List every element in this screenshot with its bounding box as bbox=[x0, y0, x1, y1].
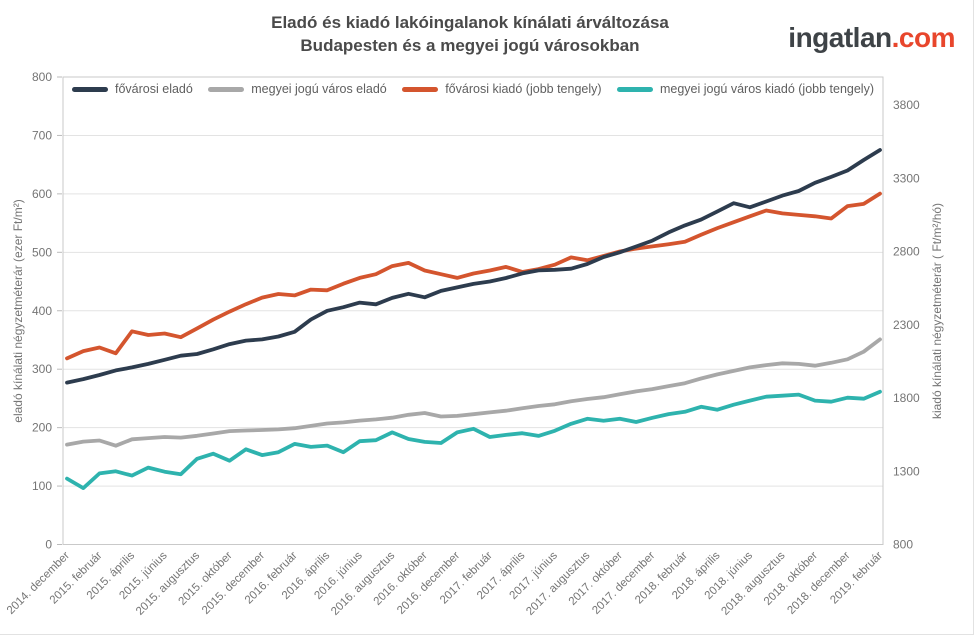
right-axis-tick-label: 1800 bbox=[893, 391, 920, 405]
legend-swatch-icon bbox=[616, 86, 653, 92]
right-axis-tick-label: 3800 bbox=[893, 98, 920, 112]
left-axis-tick-label: 600 bbox=[32, 187, 52, 201]
series-line-megyei-jogu-varos-kiado bbox=[65, 389, 882, 491]
left-axis-tick-label: 700 bbox=[32, 128, 52, 142]
legend-item-fovarosi-elado[interactable]: fővárosi eladó bbox=[72, 82, 193, 96]
legend-item-megyei-jogu-varos-elado[interactable]: megyei jogú város eladó bbox=[208, 82, 387, 96]
legend: fővárosi eladó megyei jogú város eladó f… bbox=[72, 80, 874, 98]
left-axis-title: eladó kínálati négyzetméterár (ezer Ft/m… bbox=[11, 199, 25, 422]
series-line-megyei-jogu-varos-elado bbox=[65, 337, 882, 448]
title-line-2: Budapesten és a megyei jogú városokban bbox=[300, 36, 640, 55]
left-axis-tick-label: 500 bbox=[32, 245, 52, 259]
legend-label: megyei jogú város kiadó (jobb tengely) bbox=[659, 82, 874, 96]
ingatlan-logo[interactable]: ingatlan.com bbox=[788, 22, 955, 54]
legend-label: megyei jogú város eladó bbox=[251, 82, 387, 96]
legend-label: fővárosi eladó bbox=[115, 82, 193, 96]
left-axis-tick-label: 400 bbox=[32, 304, 52, 318]
left-axis-tick-label: 200 bbox=[32, 421, 52, 435]
legend-item-fovarosi-kiado[interactable]: fővárosi kiadó (jobb tengely) bbox=[402, 82, 602, 96]
title-line-1: Eladó és kiadó lakóingalanok kínálati ár… bbox=[271, 13, 669, 32]
right-axis-tick-label: 2800 bbox=[893, 245, 920, 259]
right-axis-tick-label: 2300 bbox=[893, 318, 920, 332]
right-axis-tick-label: 3300 bbox=[893, 171, 920, 185]
right-axis-tick-label: 800 bbox=[893, 538, 913, 552]
legend-swatch-icon bbox=[72, 86, 108, 92]
left-axis-tick-label: 0 bbox=[45, 538, 52, 552]
logo-tld: .com bbox=[891, 22, 956, 53]
left-axis-tick-label: 100 bbox=[32, 479, 52, 493]
legend-item-megyei-jogu-varos-kiado[interactable]: megyei jogú város kiadó (jobb tengely) bbox=[616, 82, 874, 96]
legend-swatch-icon bbox=[402, 86, 439, 92]
legend-swatch-icon bbox=[208, 86, 245, 92]
series-line-fovarosi-kiado bbox=[65, 191, 882, 361]
page-title: Eladó és kiadó lakóingalanok kínálati ár… bbox=[150, 11, 790, 57]
series-line-fovarosi-elado bbox=[65, 148, 882, 385]
plot-area-frame bbox=[62, 76, 884, 545]
logo-name: ingatlan bbox=[788, 22, 892, 53]
left-axis-tick-label: 300 bbox=[32, 362, 52, 376]
right-axis-tick-label: 1300 bbox=[893, 464, 920, 478]
legend-label: fővárosi kiadó (jobb tengely) bbox=[445, 82, 602, 96]
left-axis-tick-label: 800 bbox=[32, 70, 52, 84]
right-axis-title: kiadó kínálati négyzetméterár ( Ft/m²/hó… bbox=[930, 203, 944, 419]
